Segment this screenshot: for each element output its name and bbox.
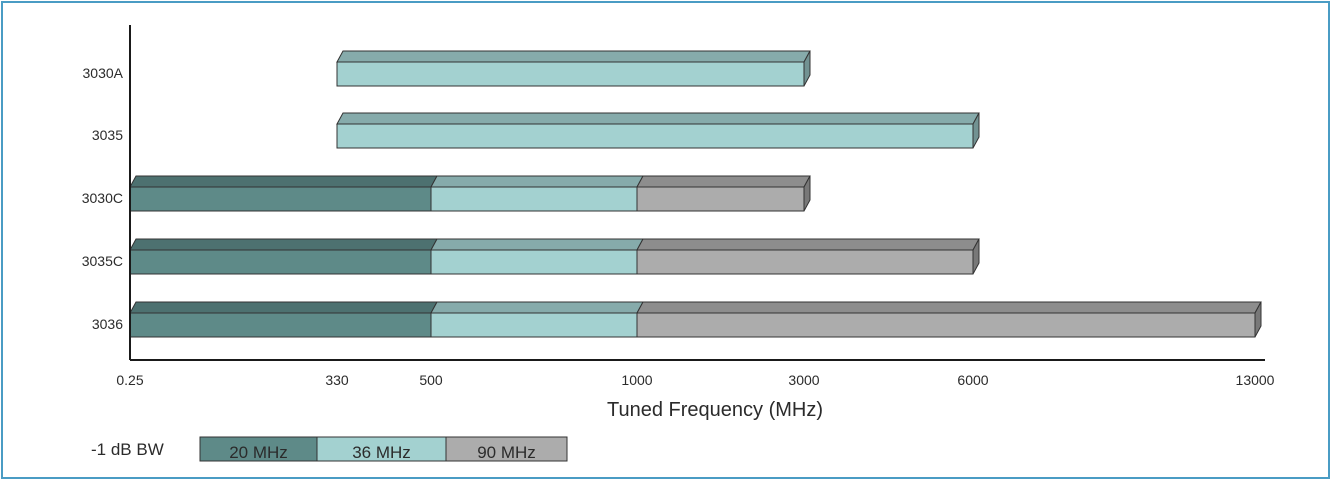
x-tick-label-3000: 3000	[788, 372, 819, 388]
x-tick-label-6000: 6000	[957, 372, 988, 388]
bars-layer	[129, 50, 1262, 338]
bar-3035C-36-mhz	[430, 249, 638, 275]
bar-row-3035C	[129, 238, 980, 275]
legend-swatch-20-mhz	[199, 436, 318, 462]
bar-end-3030A	[803, 50, 811, 87]
bar-top-3030C-36-mhz	[430, 175, 644, 188]
legend-swatch-90-mhz	[445, 436, 568, 462]
y-tick-labels: 3030A 3035 3030C 3035C 3036	[82, 65, 124, 332]
legend-label-36-mhz: 36 MHz	[352, 443, 411, 462]
bar-row-3030C	[129, 175, 811, 212]
bar-3036-36-mhz	[430, 312, 638, 338]
bar-3036-90-mhz	[636, 312, 1256, 338]
x-tick-labels: 0.25 330 500 1000 3000 6000 13000	[116, 372, 1274, 388]
bar-top-3030A-36-mhz	[336, 50, 811, 63]
bar-row-3035	[336, 112, 980, 149]
bar-top-3036-36-mhz	[430, 301, 644, 314]
bar-3035-36-mhz	[336, 123, 974, 149]
bar-3030A-36-mhz	[336, 61, 805, 87]
legend-label-90-mhz: 90 MHz	[477, 443, 536, 462]
y-tick-label-3035: 3035	[92, 127, 123, 143]
x-tick-label-500: 500	[419, 372, 443, 388]
x-tick-label-13000: 13000	[1236, 372, 1275, 388]
bar-3035C-90-mhz	[636, 249, 974, 275]
bar-top-3035C-36-mhz	[430, 238, 644, 251]
y-tick-label-3030C: 3030C	[82, 190, 123, 206]
bar-top-3030C-20-mhz	[129, 175, 438, 188]
bar-row-3030A	[336, 50, 811, 87]
bar-end-3036	[1254, 301, 1262, 338]
x-tick-label-330: 330	[325, 372, 349, 388]
bar-end-3035C	[972, 238, 980, 275]
bar-3030C-90-mhz	[636, 186, 805, 212]
bar-end-3035	[972, 112, 980, 149]
bar-top-3035-36-mhz	[336, 112, 980, 125]
bar-top-3035C-90-mhz	[636, 238, 980, 251]
bar-3030C-36-mhz	[430, 186, 638, 212]
legend-title: -1 dB BW	[91, 440, 164, 459]
bar-3036-20-mhz	[129, 312, 432, 338]
bar-3030C-20-mhz	[129, 186, 432, 212]
x-tick-label-0.25: 0.25	[116, 372, 143, 388]
bar-end-3030C	[803, 175, 811, 212]
bar-row-3036	[129, 301, 1262, 338]
x-tick-label-1000: 1000	[621, 372, 652, 388]
bar-top-3036-20-mhz	[129, 301, 438, 314]
y-tick-label-3035C: 3035C	[82, 253, 123, 269]
legend: -1 dB BW 20 MHz 36 MHz 90 MHz	[91, 436, 568, 462]
bar-top-3036-90-mhz	[636, 301, 1262, 314]
legend-label-20-mhz: 20 MHz	[229, 443, 288, 462]
bandwidth-chart: 3030A 3035 3030C 3035C 3036 0.25 330 500 1000 30…	[82, 25, 1275, 462]
y-tick-label-3036: 3036	[92, 316, 123, 332]
y-tick-label-3030A: 3030A	[83, 65, 124, 81]
x-axis-title: Tuned Frequency (MHz)	[607, 399, 823, 421]
bar-top-3035C-20-mhz	[129, 238, 438, 251]
bar-top-3030C-90-mhz	[636, 175, 811, 188]
bar-3035C-20-mhz	[129, 249, 432, 275]
